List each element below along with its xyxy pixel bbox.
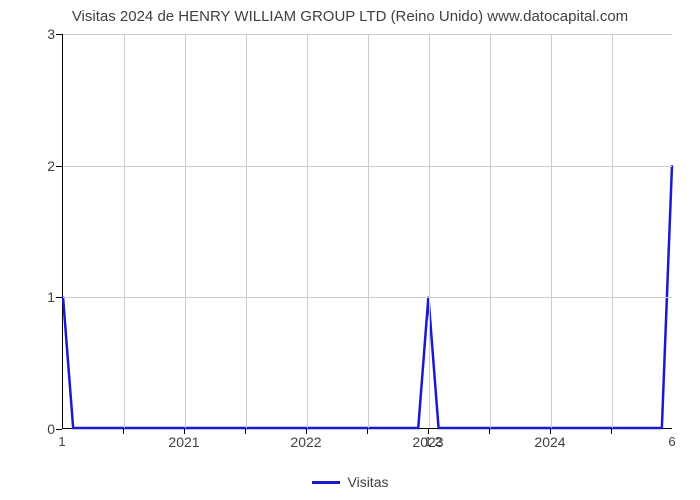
x-tick-label-year: 2021 bbox=[168, 434, 199, 450]
legend-swatch bbox=[312, 481, 340, 484]
x-value-label: 1 bbox=[58, 434, 65, 449]
grid-line-vertical bbox=[185, 34, 186, 428]
x-tick-mark bbox=[611, 429, 612, 434]
x-tick-mark bbox=[123, 429, 124, 434]
y-tick-mark bbox=[56, 34, 62, 35]
x-value-label: 1 bbox=[424, 434, 431, 449]
grid-line-vertical bbox=[490, 34, 491, 428]
y-tick-mark bbox=[56, 429, 62, 430]
legend-label: Visitas bbox=[348, 474, 389, 490]
x-tick-label-year: 2022 bbox=[290, 434, 321, 450]
grid-line-vertical bbox=[612, 34, 613, 428]
grid-line-vertical bbox=[368, 34, 369, 428]
grid-line-vertical bbox=[307, 34, 308, 428]
y-tick-label: 2 bbox=[47, 158, 55, 174]
y-tick-mark bbox=[56, 297, 62, 298]
legend: Visitas bbox=[0, 474, 700, 490]
grid-line-vertical bbox=[246, 34, 247, 428]
x-value-label: 6 bbox=[668, 434, 675, 449]
x-value-label: 2 bbox=[435, 434, 442, 449]
chart-title: Visitas 2024 de HENRY WILLIAM GROUP LTD … bbox=[0, 8, 700, 25]
y-tick-mark bbox=[56, 166, 62, 167]
grid-line-vertical bbox=[124, 34, 125, 428]
grid-line-vertical bbox=[551, 34, 552, 428]
visits-chart: Visitas 2024 de HENRY WILLIAM GROUP LTD … bbox=[0, 0, 700, 500]
y-tick-label: 1 bbox=[47, 289, 55, 305]
x-tick-mark bbox=[489, 429, 490, 434]
x-tick-label-year: 2024 bbox=[534, 434, 565, 450]
x-tick-mark bbox=[367, 429, 368, 434]
y-tick-label: 0 bbox=[47, 421, 55, 437]
y-tick-label: 3 bbox=[47, 26, 55, 42]
grid-line-vertical bbox=[429, 34, 430, 428]
x-tick-mark bbox=[245, 429, 246, 434]
plot-area bbox=[62, 34, 672, 429]
